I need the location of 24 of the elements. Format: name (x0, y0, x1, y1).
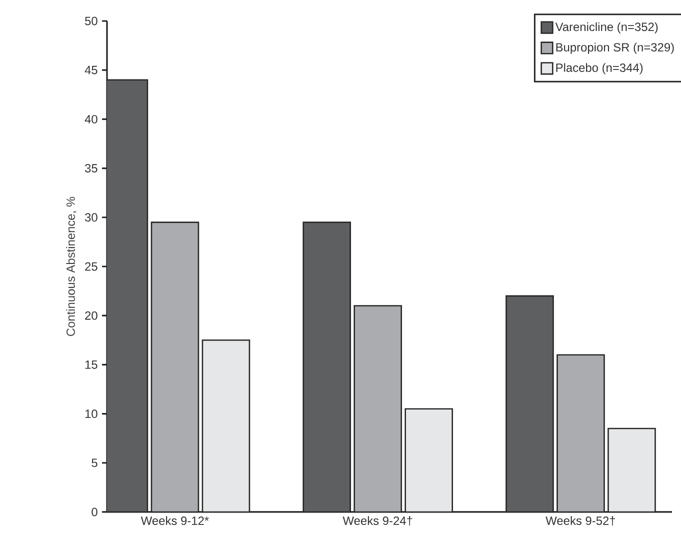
bar (556, 354, 605, 512)
bar (150, 222, 200, 512)
bar (354, 305, 402, 512)
y-tick-label: 5 (92, 458, 98, 468)
x-tick-label: Weeks 9-52† (546, 516, 616, 526)
y-tick-label: 20 (85, 311, 98, 320)
y-axis-title: Continuous Abstinence, % (66, 196, 76, 336)
y-tick-label: 35 (84, 164, 98, 173)
y-tick-label: 30 (84, 213, 98, 222)
legend-label: Varenicline (n=352) (555, 22, 658, 34)
legend-label: Placebo (n=344) (556, 63, 643, 74)
y-tick-label: 15 (85, 360, 98, 369)
x-tick-label: Weeks 9-24† (342, 516, 412, 526)
bar (608, 428, 656, 512)
y-tick-label: 50 (85, 16, 98, 26)
y-tick-label: 0 (92, 508, 98, 516)
bar (404, 408, 453, 512)
y-tick-label: 45 (84, 66, 98, 74)
y-tick-label: 25 (85, 262, 98, 271)
y-tick-label: 10 (85, 410, 98, 418)
bar (202, 339, 250, 512)
y-tick-label: 40 (84, 114, 98, 124)
legend-label: Bupropion SR (n=329) (556, 42, 674, 54)
x-tick-label: Weeks 9-12* (140, 516, 209, 525)
